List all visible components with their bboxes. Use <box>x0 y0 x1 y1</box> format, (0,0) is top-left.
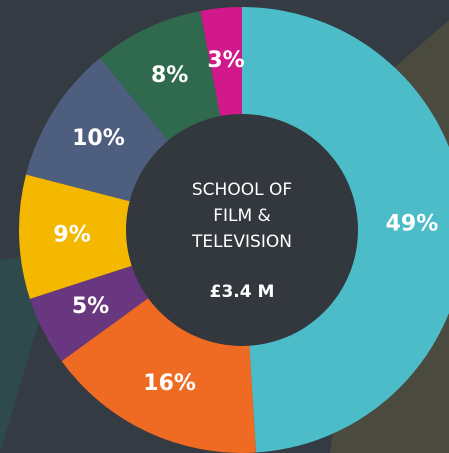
slice-label: 3% <box>207 48 244 73</box>
center-label: SCHOOL OF <box>192 180 292 200</box>
slice <box>200 7 242 119</box>
slice-label: 8% <box>151 63 188 88</box>
center-label: TELEVISION <box>191 232 292 252</box>
slice <box>26 58 170 202</box>
slice-label: 49% <box>386 212 439 237</box>
slice-label: 16% <box>143 371 196 396</box>
donut <box>19 7 449 453</box>
slice-label: 10% <box>72 126 125 151</box>
slice <box>99 10 221 143</box>
slice <box>242 7 449 453</box>
center-value: £3.4 M <box>210 282 275 302</box>
slice <box>19 174 134 299</box>
slice-label: 5% <box>72 294 109 319</box>
donut-hole <box>126 114 358 346</box>
slice-label: 9% <box>53 222 90 247</box>
slice <box>61 297 257 453</box>
labels: 49% 16% 5% 9% 10% 8% 3% <box>53 48 438 396</box>
slice <box>29 265 150 362</box>
center-label: FILM & <box>213 206 271 226</box>
